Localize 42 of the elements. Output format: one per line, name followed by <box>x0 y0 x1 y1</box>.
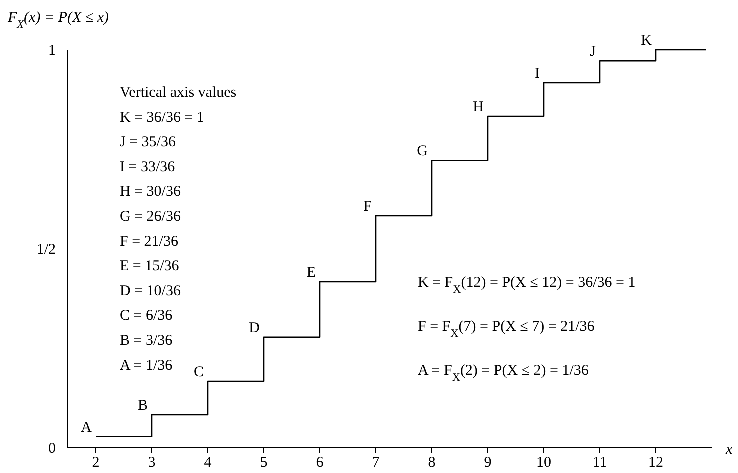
annotation: E <box>306 265 316 282</box>
annotation: I = 33/36 <box>120 159 176 176</box>
annotation: F = F$_{X}$(7) = P(X ≤ 7) = 21/36 <box>418 319 596 340</box>
annotation: F = 21/36 <box>120 234 179 250</box>
annotation: E = 15/36 <box>120 258 180 275</box>
annotation: Vertical axis values <box>120 85 237 101</box>
annotation: D = 10/36 <box>120 283 182 300</box>
annotation: I <box>535 66 540 82</box>
x-tick-label: 11 <box>592 455 608 471</box>
annotation: F <box>364 198 372 215</box>
x-axis-title: x <box>725 442 733 458</box>
annotation: D <box>249 320 260 336</box>
annotation: G = 26/36 <box>120 209 182 225</box>
x-tick-label: 10 <box>536 455 552 471</box>
x-tick-label: 2 <box>92 455 100 471</box>
annotation: K = 36/36 = 1 <box>120 110 204 126</box>
annotation: H = 30/36 <box>120 184 182 200</box>
annotation: H <box>473 99 484 116</box>
annotation: C = 6/36 <box>120 308 174 324</box>
y-tick-label: 1/2 <box>36 242 56 258</box>
annotation: A = F$_{X}$(2) = P(X ≤ 2) = 1/36 <box>418 363 590 384</box>
x-tick-label: 6 <box>316 455 324 471</box>
annotation: K = F$_{X}$(12) = P(X ≤ 12) = 36/36 = 1 <box>418 275 636 296</box>
annotation: J <box>590 44 596 60</box>
annotation: K <box>641 33 652 49</box>
annotation: A <box>81 420 92 436</box>
y-tick-label: 1 <box>48 43 56 59</box>
annotation: B <box>138 398 148 414</box>
x-tick-label: 12 <box>648 455 664 471</box>
y-tick-label: 0 <box>48 441 56 457</box>
annotation: G <box>417 144 428 160</box>
x-tick-label: 4 <box>204 455 212 471</box>
annotation: B = 3/36 <box>120 333 174 349</box>
x-tick-label: 3 <box>148 455 156 471</box>
x-tick-label: 7 <box>372 455 380 471</box>
annotation: C <box>194 364 204 381</box>
x-tick-label: 5 <box>260 455 268 471</box>
annotation: J = 35/36 <box>120 134 176 151</box>
x-tick-label: 9 <box>484 455 492 471</box>
annotation: A = 1/36 <box>120 358 174 374</box>
y-axis-title: F$_{X}$(x) = P(X ≤ x) <box>7 10 110 31</box>
x-tick-label: 8 <box>428 455 436 471</box>
